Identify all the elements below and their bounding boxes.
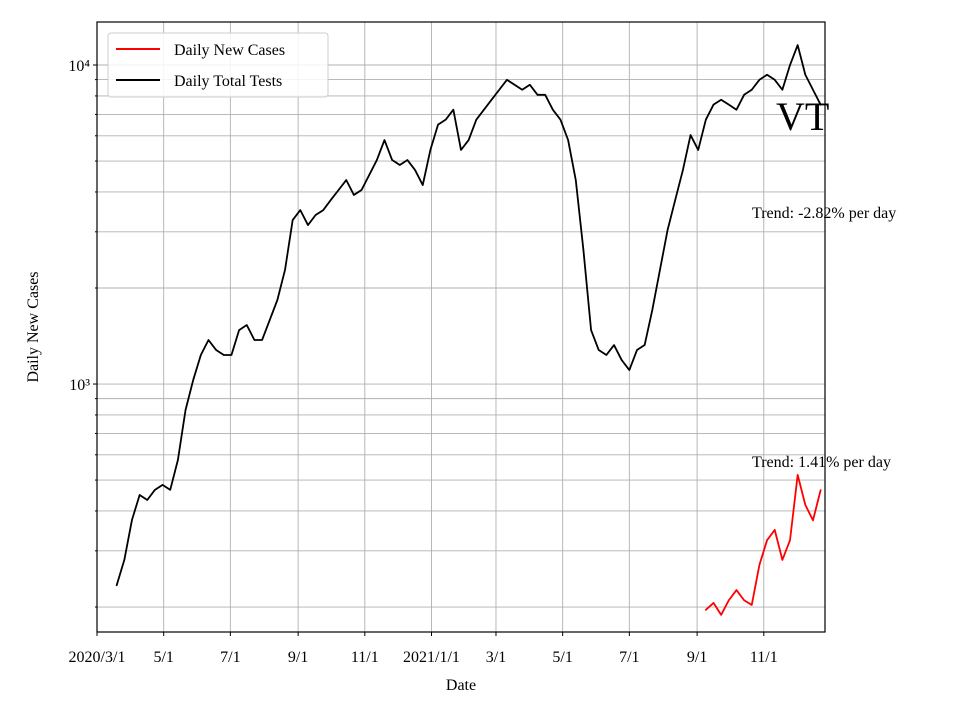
annotation: Trend: -2.82% per day	[752, 205, 896, 222]
x-tick-label: 7/1	[220, 649, 240, 666]
x-tick-label: 11/1	[351, 649, 379, 666]
x-tick-label: 7/1	[619, 649, 639, 666]
series-line	[704, 474, 822, 616]
legend: Daily New Cases Daily Total Tests	[107, 32, 329, 98]
x-tick-label: 5/1	[153, 649, 173, 666]
legend-box	[107, 32, 329, 98]
plot-area	[115, 44, 822, 616]
y-tick-label: 10⁴	[68, 58, 90, 75]
x-tick-label: 2021/1/1	[403, 649, 460, 666]
legend-label: Daily Total Tests	[174, 73, 282, 90]
series-line	[115, 44, 822, 587]
x-tick-label: 9/1	[687, 649, 707, 666]
x-tick-label: 11/1	[750, 649, 778, 666]
x-tick-label: 2020/3/1	[69, 649, 126, 666]
axes-frame	[96, 21, 826, 633]
x-axis-label: Date	[446, 677, 476, 694]
annotation: Trend: 1.41% per day	[752, 454, 891, 471]
annotation: VT	[776, 94, 829, 139]
x-tick-label: 3/1	[486, 649, 506, 666]
x-tick-label: 9/1	[288, 649, 308, 666]
y-tick-label: 10³	[69, 377, 90, 394]
grid	[96, 22, 825, 632]
x-tick-label: 5/1	[552, 649, 572, 666]
y-axis-label: Daily New Cases	[25, 271, 42, 382]
legend-label: Daily New Cases	[174, 42, 285, 59]
